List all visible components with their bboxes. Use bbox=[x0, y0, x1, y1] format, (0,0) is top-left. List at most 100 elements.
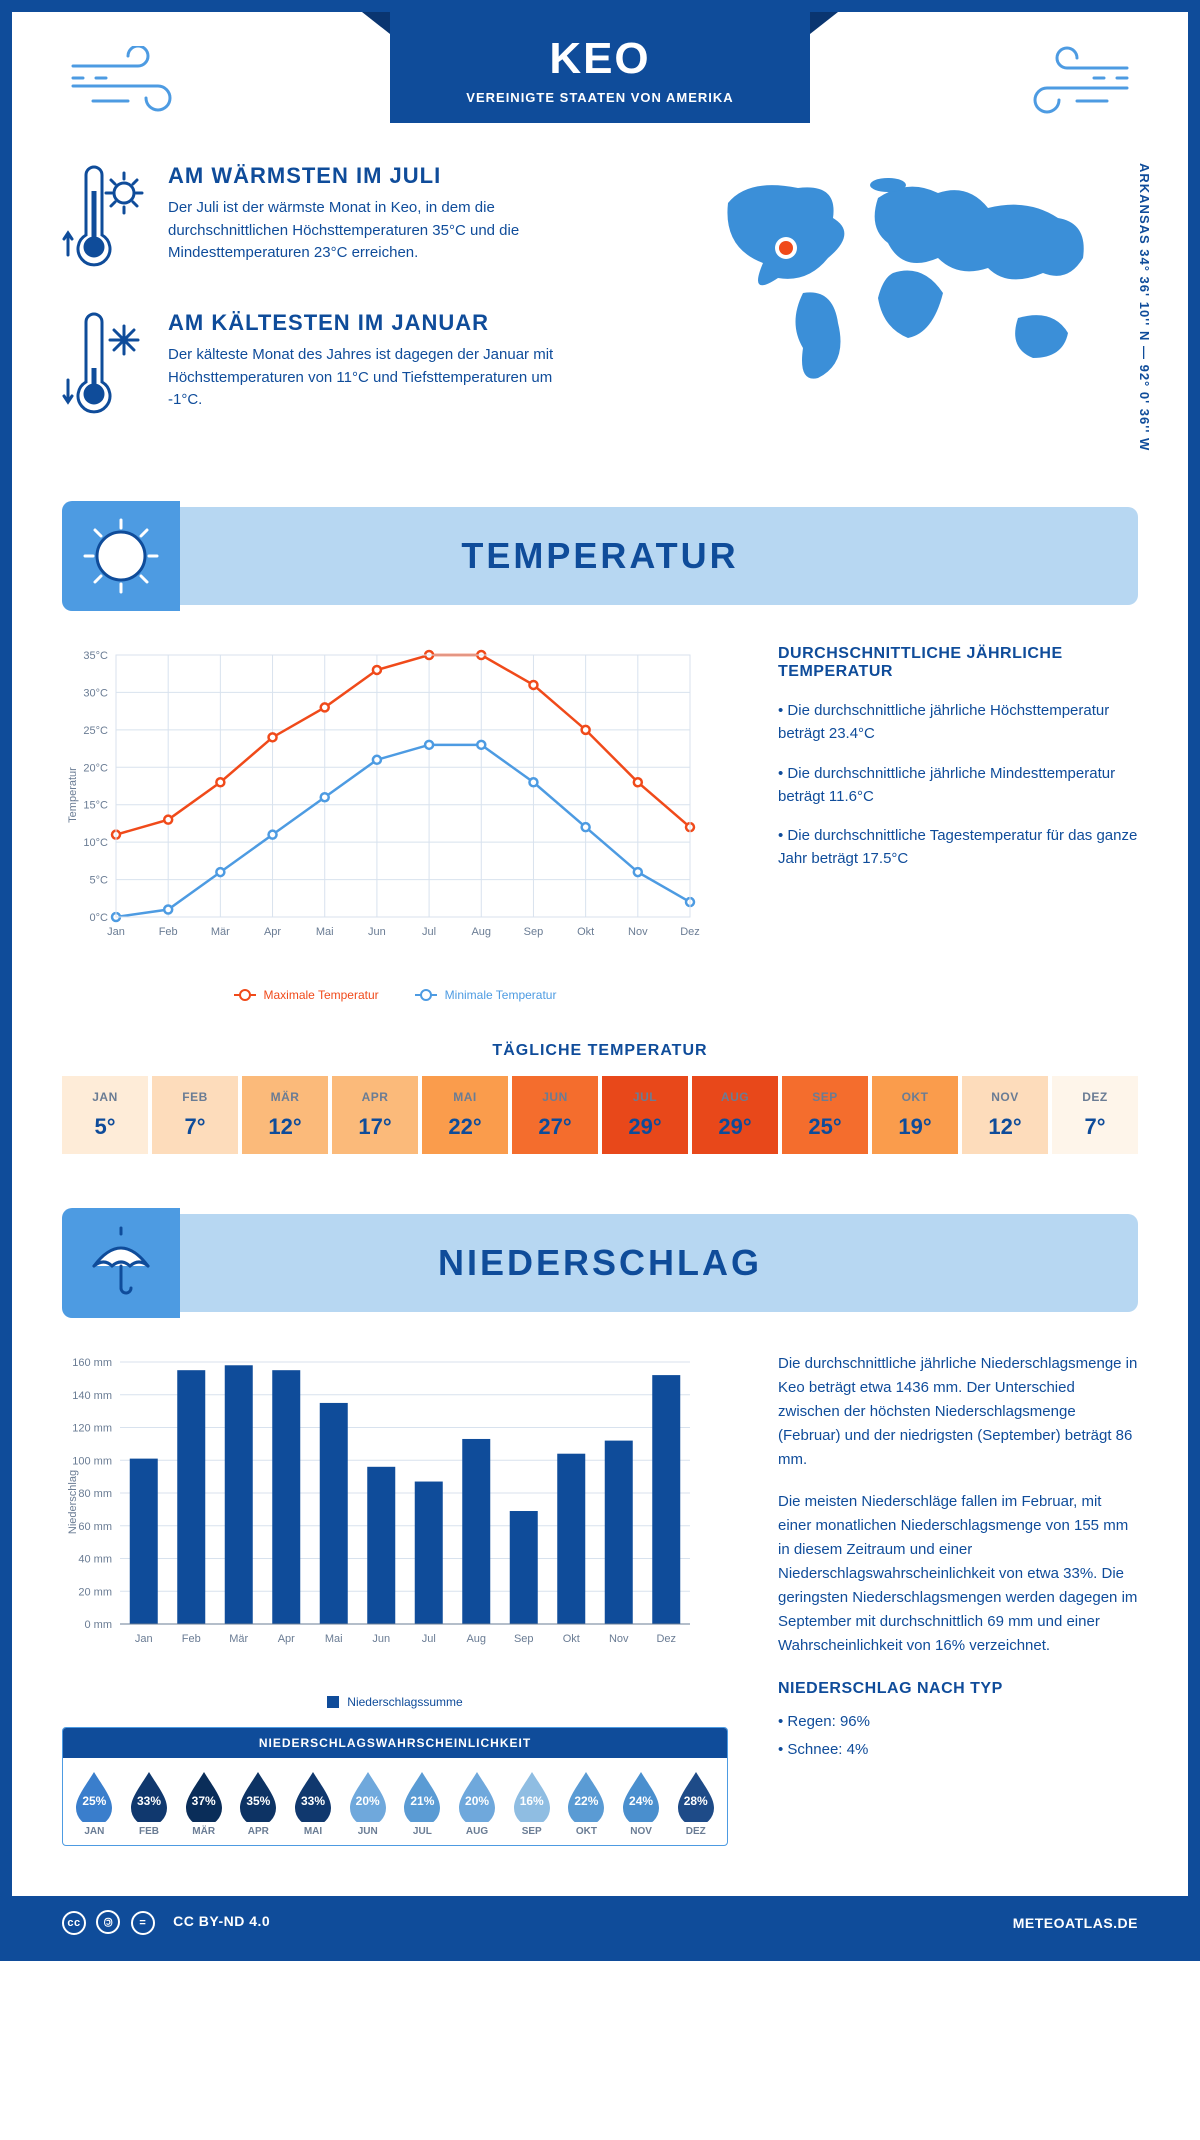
temp-info-p2: • Die durchschnittliche jährliche Mindes… bbox=[778, 762, 1138, 809]
svg-text:Okt: Okt bbox=[577, 926, 594, 938]
daily-cell: APR17° bbox=[332, 1076, 418, 1154]
prob-drop: 37%MÄR bbox=[178, 1770, 229, 1837]
thermometer-hot-icon bbox=[62, 163, 146, 273]
world-map bbox=[708, 163, 1108, 393]
wind-icon bbox=[68, 46, 188, 116]
svg-text:Jul: Jul bbox=[422, 1633, 436, 1645]
svg-text:Niederschlag: Niederschlag bbox=[67, 1470, 79, 1534]
sun-icon bbox=[81, 516, 161, 596]
daily-cell: DEZ7° bbox=[1052, 1076, 1138, 1154]
temperature-heading: TEMPERATUR bbox=[90, 535, 1110, 577]
precip-bar-chart: 0 mm20 mm40 mm60 mm80 mm100 mm120 mm140 … bbox=[62, 1352, 702, 1682]
svg-text:20°C: 20°C bbox=[83, 762, 108, 774]
svg-text:20 mm: 20 mm bbox=[78, 1586, 112, 1598]
svg-text:Sep: Sep bbox=[514, 1633, 534, 1645]
svg-text:60 mm: 60 mm bbox=[78, 1521, 112, 1533]
svg-text:0°C: 0°C bbox=[90, 912, 109, 924]
svg-text:Apr: Apr bbox=[264, 926, 281, 938]
daily-cell: JUN27° bbox=[512, 1076, 598, 1154]
prob-drop: 33%FEB bbox=[124, 1770, 175, 1837]
svg-text:Feb: Feb bbox=[159, 926, 178, 938]
prob-drop: 20%AUG bbox=[452, 1770, 503, 1837]
svg-text:0 mm: 0 mm bbox=[85, 1619, 113, 1631]
by-icon: 🄯 bbox=[96, 1910, 120, 1934]
svg-text:Aug: Aug bbox=[471, 926, 491, 938]
svg-text:Sep: Sep bbox=[524, 926, 544, 938]
temperature-line-chart: 0°C 5°C 10°C 15°C 20°C 25°C 30°C 35°C Jan Feb Mär A… bbox=[62, 645, 702, 975]
precip-type-2: • Schnee: 4% bbox=[778, 1738, 1138, 1762]
precip-legend: Niederschlagssumme bbox=[347, 1695, 462, 1709]
svg-text:80 mm: 80 mm bbox=[78, 1488, 112, 1500]
precip-p1: Die durchschnittliche jährliche Niedersc… bbox=[778, 1352, 1138, 1472]
temp-info-p1: • Die durchschnittliche jährliche Höchst… bbox=[778, 699, 1138, 746]
prob-drop: 33%MAI bbox=[288, 1770, 339, 1837]
svg-text:140 mm: 140 mm bbox=[72, 1390, 112, 1402]
prob-drop: 35%APR bbox=[233, 1770, 284, 1837]
svg-text:10°C: 10°C bbox=[83, 837, 108, 849]
svg-text:Jan: Jan bbox=[107, 926, 125, 938]
temp-info-title: DURCHSCHNITTLICHE JÄHRLICHE TEMPERATUR bbox=[778, 645, 1138, 681]
svg-text:Mai: Mai bbox=[325, 1633, 343, 1645]
license-text: CC BY-ND 4.0 bbox=[173, 1913, 270, 1929]
city-name: KEO bbox=[440, 34, 760, 84]
svg-text:Apr: Apr bbox=[278, 1633, 295, 1645]
thermometer-cold-icon bbox=[62, 310, 146, 420]
country-name: VEREINIGTE STAATEN VON AMERIKA bbox=[440, 90, 760, 105]
warmest-title: AM WÄRMSTEN IM JULI bbox=[168, 163, 568, 189]
svg-text:25°C: 25°C bbox=[83, 725, 108, 737]
coldest-text: Der kälteste Monat des Jahres ist dagege… bbox=[168, 344, 568, 412]
nd-icon: = bbox=[131, 1911, 155, 1935]
svg-text:Mär: Mär bbox=[229, 1633, 248, 1645]
daily-cell: MAI22° bbox=[422, 1076, 508, 1154]
prob-title: NIEDERSCHLAGSWAHRSCHEINLICHKEIT bbox=[63, 1728, 727, 1758]
daily-cell: NOV12° bbox=[962, 1076, 1048, 1154]
svg-text:40 mm: 40 mm bbox=[78, 1554, 112, 1566]
svg-text:Nov: Nov bbox=[609, 1633, 629, 1645]
daily-cell: AUG29° bbox=[692, 1076, 778, 1154]
svg-text:Temperatur: Temperatur bbox=[67, 767, 79, 823]
prob-drop: 28%DEZ bbox=[670, 1770, 721, 1837]
coldest-title: AM KÄLTESTEN IM JANUAR bbox=[168, 310, 568, 336]
precip-heading: NIEDERSCHLAG bbox=[90, 1242, 1110, 1284]
svg-text:5°C: 5°C bbox=[90, 875, 109, 887]
warmest-fact: AM WÄRMSTEN IM JULI Der Juli ist der wär… bbox=[62, 163, 658, 278]
daily-cell: JAN5° bbox=[62, 1076, 148, 1154]
svg-text:Okt: Okt bbox=[563, 1633, 580, 1645]
prob-row: 25%JAN33%FEB37%MÄR35%APR33%MAI20%JUN21%J… bbox=[63, 1758, 727, 1845]
daily-temp-grid: JAN5°FEB7°MÄR12°APR17°MAI22°JUN27°JUL29°… bbox=[62, 1076, 1138, 1154]
svg-text:Nov: Nov bbox=[628, 926, 648, 938]
svg-text:Aug: Aug bbox=[466, 1633, 486, 1645]
svg-text:35°C: 35°C bbox=[83, 650, 108, 662]
svg-text:Mai: Mai bbox=[316, 926, 334, 938]
cc-icon: cc bbox=[62, 1911, 86, 1935]
svg-text:Mär: Mär bbox=[211, 926, 230, 938]
coordinates: ARKANSAS 34° 36' 10'' N — 92° 0' 36'' W bbox=[1137, 163, 1152, 451]
footer: cc 🄯 = CC BY-ND 4.0 METEOATLAS.DE bbox=[12, 1896, 1188, 1949]
daily-cell: MÄR12° bbox=[242, 1076, 328, 1154]
precip-type-1: • Regen: 96% bbox=[778, 1710, 1138, 1734]
prob-drop: 22%OKT bbox=[561, 1770, 612, 1837]
site-name: METEOATLAS.DE bbox=[1013, 1915, 1138, 1931]
prob-drop: 21%JUL bbox=[397, 1770, 448, 1837]
svg-text:30°C: 30°C bbox=[83, 687, 108, 699]
legend-max: Maximale Temperatur bbox=[264, 988, 379, 1002]
svg-text:Dez: Dez bbox=[680, 926, 700, 938]
svg-text:160 mm: 160 mm bbox=[72, 1357, 112, 1369]
prob-drop: 16%SEP bbox=[506, 1770, 557, 1837]
svg-text:Jun: Jun bbox=[372, 1633, 390, 1645]
prob-drop: 24%NOV bbox=[616, 1770, 667, 1837]
umbrella-icon bbox=[82, 1224, 160, 1302]
svg-text:Jan: Jan bbox=[135, 1633, 153, 1645]
svg-text:Dez: Dez bbox=[656, 1633, 676, 1645]
svg-text:15°C: 15°C bbox=[83, 800, 108, 812]
daily-cell: OKT19° bbox=[872, 1076, 958, 1154]
wind-icon bbox=[1012, 46, 1132, 116]
legend-min: Minimale Temperatur bbox=[445, 988, 557, 1002]
daily-cell: SEP25° bbox=[782, 1076, 868, 1154]
daily-cell: JUL29° bbox=[602, 1076, 688, 1154]
daily-cell: FEB7° bbox=[152, 1076, 238, 1154]
svg-text:Jun: Jun bbox=[368, 926, 386, 938]
temp-info-p3: • Die durchschnittliche Tagestemperatur … bbox=[778, 824, 1138, 871]
title-banner: KEO VEREINIGTE STAATEN VON AMERIKA bbox=[390, 12, 810, 123]
prob-drop: 25%JAN bbox=[69, 1770, 120, 1837]
